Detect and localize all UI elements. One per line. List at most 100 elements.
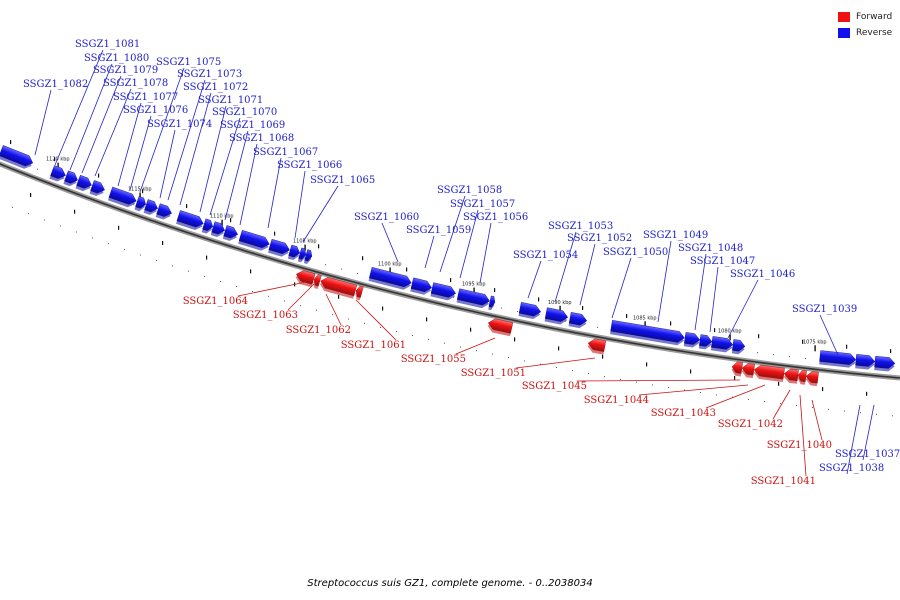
gene-label[interactable]: SSGZ1_1044 [584, 395, 649, 406]
gene-arrow[interactable] [202, 218, 215, 232]
gene-label[interactable]: SSGZ1_1074 [147, 119, 212, 130]
gene-label[interactable]: SSGZ1_1061 [341, 340, 406, 351]
gene-label[interactable]: SSGZ1_1079 [93, 65, 158, 76]
gene-label[interactable]: SSGZ1_1067 [253, 147, 318, 158]
gene-label[interactable]: SSGZ1_1069 [220, 120, 285, 131]
gene-label[interactable]: SSGZ1_1045 [522, 381, 587, 392]
gene-arrow[interactable] [369, 267, 412, 288]
minor-tick [582, 306, 584, 310]
gene-label[interactable]: SSGZ1_1038 [819, 463, 884, 474]
gene-label[interactable]: SSGZ1_1057 [450, 199, 515, 210]
gene-label[interactable]: SSGZ1_1041 [751, 476, 816, 487]
gene-label[interactable]: SSGZ1_1046 [730, 269, 795, 280]
gene-arrow[interactable] [741, 363, 755, 376]
gene-arrow[interactable] [355, 285, 364, 298]
gene-label[interactable]: SSGZ1_1048 [678, 243, 743, 254]
gene-label[interactable]: SSGZ1_1050 [603, 247, 668, 258]
gene-arrow[interactable] [176, 210, 205, 229]
gene-arrow[interactable] [805, 371, 819, 384]
gene-label[interactable]: SSGZ1_1080 [84, 53, 149, 64]
gene-arrow[interactable] [797, 370, 807, 382]
gene-arrow[interactable] [610, 320, 686, 343]
tick-label: 1075 kbp [803, 339, 827, 345]
gene-label[interactable]: SSGZ1_1047 [690, 256, 755, 267]
gene-arrow[interactable] [732, 339, 746, 352]
gene-arrow[interactable] [699, 334, 713, 348]
gene-arrow[interactable] [268, 238, 291, 255]
gene-label[interactable]: SSGZ1_1076 [123, 105, 188, 116]
gene-label[interactable]: SSGZ1_1051 [461, 368, 526, 379]
gene-arrow[interactable] [568, 312, 588, 326]
gene-label[interactable]: SSGZ1_1055 [401, 354, 466, 365]
gene-arrow[interactable] [819, 350, 857, 365]
gene-arrow[interactable] [488, 295, 496, 308]
gene-arrow[interactable] [0, 145, 35, 168]
gene-label[interactable]: SSGZ1_1063 [233, 310, 298, 321]
gene-arrow[interactable] [108, 186, 138, 206]
gene-arrow[interactable] [487, 317, 514, 334]
gene-arrow[interactable] [76, 174, 94, 190]
gene-label[interactable]: SSGZ1_1077 [113, 92, 178, 103]
gene-arrow[interactable] [518, 302, 542, 317]
gene-label[interactable]: SSGZ1_1060 [354, 212, 419, 223]
gene-arrow[interactable] [90, 180, 107, 195]
gene-arrow[interactable] [456, 288, 491, 307]
gene-label[interactable]: SSGZ1_1052 [567, 233, 632, 244]
gene-arrow[interactable] [295, 269, 316, 285]
gene-arrow[interactable] [298, 247, 308, 260]
gene-label[interactable]: SSGZ1_1059 [406, 225, 471, 236]
gene-arrow[interactable] [587, 338, 607, 352]
gene-label[interactable]: SSGZ1_1071 [198, 95, 263, 106]
major-tick [221, 219, 223, 226]
gene-arrow[interactable] [855, 354, 876, 367]
gene-arrow[interactable] [874, 355, 896, 369]
gene-label[interactable]: SSGZ1_1058 [437, 185, 502, 196]
gene-label[interactable]: SSGZ1_1065 [310, 175, 375, 186]
gene-arrow[interactable] [684, 332, 701, 345]
dot [325, 264, 326, 266]
gene-label[interactable]: SSGZ1_1053 [548, 221, 613, 232]
gene-arrow[interactable] [50, 165, 68, 180]
gene-arrow[interactable] [430, 282, 457, 299]
gene-label[interactable]: SSGZ1_1066 [277, 160, 342, 171]
gene-arrow[interactable] [410, 277, 433, 293]
gene-SSGZ1_1082 [0, 145, 35, 169]
gene-label[interactable]: SSGZ1_1037 [835, 449, 900, 460]
gene-label[interactable]: SSGZ1_1049 [643, 230, 708, 241]
gene-label[interactable]: SSGZ1_1042 [718, 419, 783, 430]
gene-SSGZ1_1042 [783, 368, 799, 384]
gene-label[interactable]: SSGZ1_1062 [286, 325, 351, 336]
gene-arrow[interactable] [319, 276, 358, 297]
gene-label[interactable]: SSGZ1_1081 [75, 39, 140, 50]
gene-arrow[interactable] [753, 364, 785, 380]
gene-arrow[interactable] [223, 225, 240, 239]
gene-arrow[interactable] [144, 199, 160, 213]
tick-label: 1100 kbp [378, 262, 402, 268]
gene-label[interactable]: SSGZ1_1072 [183, 82, 248, 93]
gene-arrow[interactable] [135, 196, 147, 209]
gene-arrow[interactable] [783, 368, 799, 382]
gene-label[interactable]: SSGZ1_1082 [23, 79, 88, 90]
gene-label[interactable]: SSGZ1_1056 [463, 212, 528, 223]
gene-arrow[interactable] [64, 170, 79, 186]
gene-arrow[interactable] [288, 244, 302, 258]
gene-arrow[interactable] [211, 221, 227, 236]
gene-label[interactable]: SSGZ1_1073 [177, 69, 242, 80]
gene-arrow[interactable] [156, 203, 174, 219]
gene-label[interactable]: SSGZ1_1054 [513, 250, 578, 261]
gene-arrow[interactable] [238, 230, 271, 249]
gene-arrow[interactable] [313, 274, 322, 287]
gene-label[interactable]: SSGZ1_1070 [212, 107, 277, 118]
gene-label[interactable]: SSGZ1_1039 [792, 304, 857, 315]
gene-arrow[interactable] [544, 307, 569, 323]
gene-label[interactable]: SSGZ1_1043 [651, 408, 716, 419]
gene-label[interactable]: SSGZ1_1064 [183, 296, 248, 307]
gene-label[interactable]: SSGZ1_1040 [767, 440, 832, 451]
gene-arrow[interactable] [304, 249, 314, 262]
gene-arrow[interactable] [711, 336, 734, 350]
gene-SSGZ1_1068 [268, 238, 291, 257]
gene-arrow[interactable] [731, 361, 743, 374]
gene-label[interactable]: SSGZ1_1075 [156, 57, 221, 68]
gene-label[interactable]: SSGZ1_1078 [103, 78, 168, 89]
gene-label[interactable]: SSGZ1_1068 [229, 133, 294, 144]
